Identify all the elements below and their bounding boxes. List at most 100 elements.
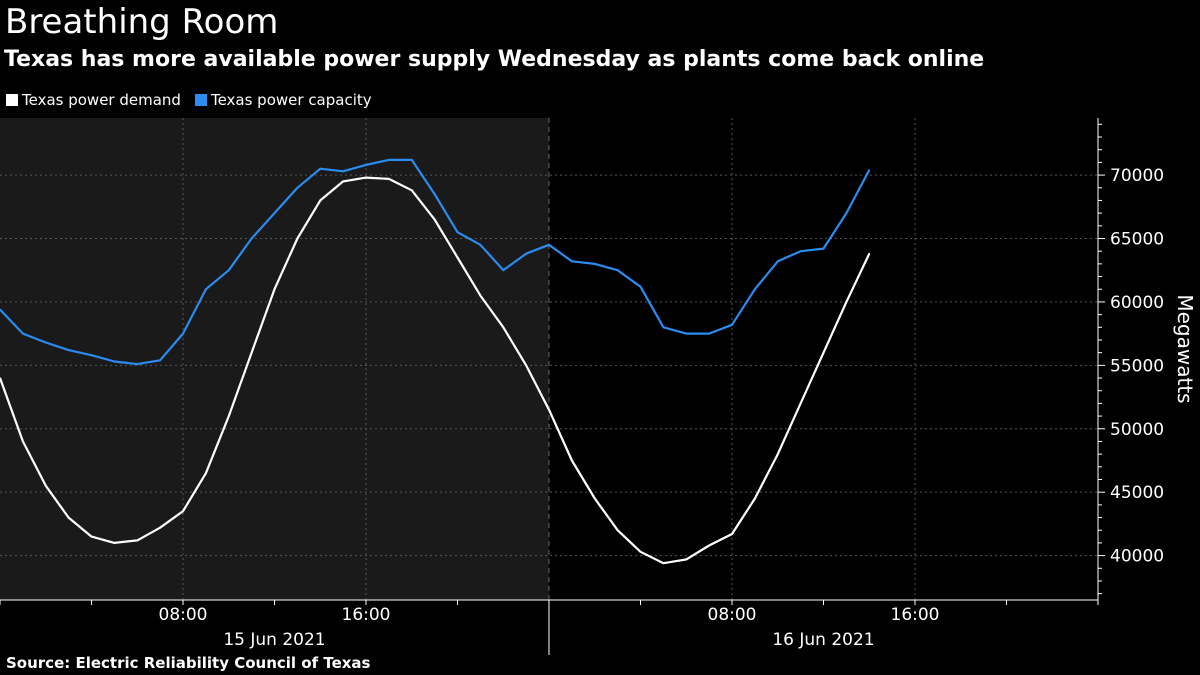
- demand-point: [273, 288, 276, 291]
- y-tick-label: 55000: [1110, 356, 1164, 376]
- capacity-point: [113, 360, 116, 363]
- capacity-point: [456, 231, 459, 233]
- demand-point: [525, 364, 527, 367]
- y-tick-label: 50000: [1110, 420, 1164, 440]
- capacity-point: [479, 244, 482, 246]
- capacity-point: [273, 212, 276, 214]
- demand-point: [250, 351, 253, 354]
- x-tick-label: 08:00: [708, 605, 757, 625]
- legend-label-demand: Texas power demand: [22, 91, 181, 109]
- demand-point: [182, 510, 184, 513]
- y-tick-label: 40000: [1110, 547, 1164, 567]
- x-date-label: 15 Jun 2021: [223, 630, 325, 650]
- capacity-point: [159, 359, 161, 362]
- source-note: Source: Electric Reliability Council of …: [6, 654, 371, 672]
- capacity-point: [0, 308, 1, 311]
- capacity-point: [754, 288, 756, 291]
- demand-point: [502, 326, 505, 329]
- capacity-point: [44, 341, 47, 344]
- capacity-point: [639, 285, 642, 288]
- demand-point: [365, 176, 367, 179]
- demand-point: [708, 544, 710, 547]
- demand-point: [593, 497, 596, 500]
- demand-point: [639, 551, 642, 553]
- capacity-point: [433, 193, 436, 195]
- capacity-point: [799, 250, 802, 252]
- demand-point: [822, 351, 825, 354]
- capacity-point: [205, 288, 207, 291]
- y-tick-label: 45000: [1110, 483, 1164, 503]
- demand-point: [113, 542, 116, 544]
- demand-point: [799, 402, 802, 405]
- chart-subtitle: Texas has more available power supply We…: [4, 47, 985, 72]
- legend-swatch-capacity: [194, 94, 207, 106]
- capacity-point: [227, 269, 230, 272]
- x-date-label: 16 Jun 2021: [772, 630, 874, 650]
- demand-point: [685, 558, 688, 561]
- demand-point: [44, 485, 47, 487]
- demand-point: [205, 472, 207, 474]
- capacity-point: [388, 159, 390, 161]
- capacity-point: [616, 269, 619, 272]
- demand-point: [22, 440, 24, 443]
- y-tick-label: 65000: [1110, 230, 1164, 250]
- capacity-point: [250, 237, 253, 240]
- capacity-point: [319, 167, 322, 170]
- demand-point: [456, 256, 459, 259]
- x-tick-label: 08:00: [159, 605, 208, 625]
- legend-item-capacity: Texas power capacity: [194, 91, 372, 109]
- capacity-point: [342, 170, 344, 173]
- demand-point: [159, 526, 161, 529]
- capacity-point: [525, 252, 527, 255]
- shaded-region: [0, 118, 549, 600]
- demand-point: [136, 539, 139, 542]
- demand-point: [67, 516, 70, 519]
- capacity-point: [776, 260, 779, 263]
- demand-point: [0, 377, 1, 379]
- capacity-point: [708, 332, 710, 335]
- y-tick-label: 70000: [1110, 166, 1164, 186]
- demand-point: [868, 252, 871, 255]
- demand-point: [845, 301, 848, 303]
- capacity-point: [685, 332, 688, 335]
- capacity-point: [410, 159, 413, 161]
- capacity-point: [296, 186, 299, 189]
- x-tick-label: 16:00: [891, 605, 940, 625]
- demand-point: [479, 294, 482, 297]
- chart-title: Breathing Room: [5, 2, 279, 42]
- capacity-point: [868, 169, 871, 171]
- demand-point: [410, 189, 413, 192]
- legend-item-demand: Texas power demand: [6, 91, 181, 109]
- capacity-point: [731, 323, 733, 326]
- capacity-point: [822, 247, 825, 250]
- demand-point: [319, 199, 322, 202]
- demand-point: [754, 497, 756, 500]
- demand-point: [342, 180, 344, 183]
- legend: Texas power demand Texas power capacity: [6, 91, 372, 109]
- capacity-point: [182, 332, 184, 335]
- y-axis-label: Megawatts: [1173, 294, 1197, 403]
- legend-label-capacity: Texas power capacity: [210, 91, 372, 109]
- legend-swatch-demand: [6, 94, 18, 106]
- capacity-point: [548, 244, 550, 246]
- x-tick-label: 16:00: [342, 605, 391, 625]
- capacity-point: [662, 326, 665, 329]
- capacity-point: [365, 164, 367, 166]
- demand-point: [548, 408, 550, 411]
- demand-point: [616, 529, 619, 532]
- y-tick-label: 60000: [1110, 293, 1164, 313]
- demand-point: [296, 237, 299, 240]
- demand-point: [227, 415, 230, 417]
- demand-point: [662, 562, 665, 565]
- demand-point: [776, 453, 779, 455]
- capacity-point: [136, 363, 139, 365]
- demand-point: [731, 533, 733, 535]
- demand-point: [90, 535, 93, 538]
- demand-point: [388, 178, 390, 180]
- capacity-point: [90, 354, 93, 356]
- demand-point: [433, 218, 436, 221]
- capacity-point: [571, 260, 573, 263]
- capacity-point: [593, 263, 596, 265]
- capacity-point: [67, 349, 70, 351]
